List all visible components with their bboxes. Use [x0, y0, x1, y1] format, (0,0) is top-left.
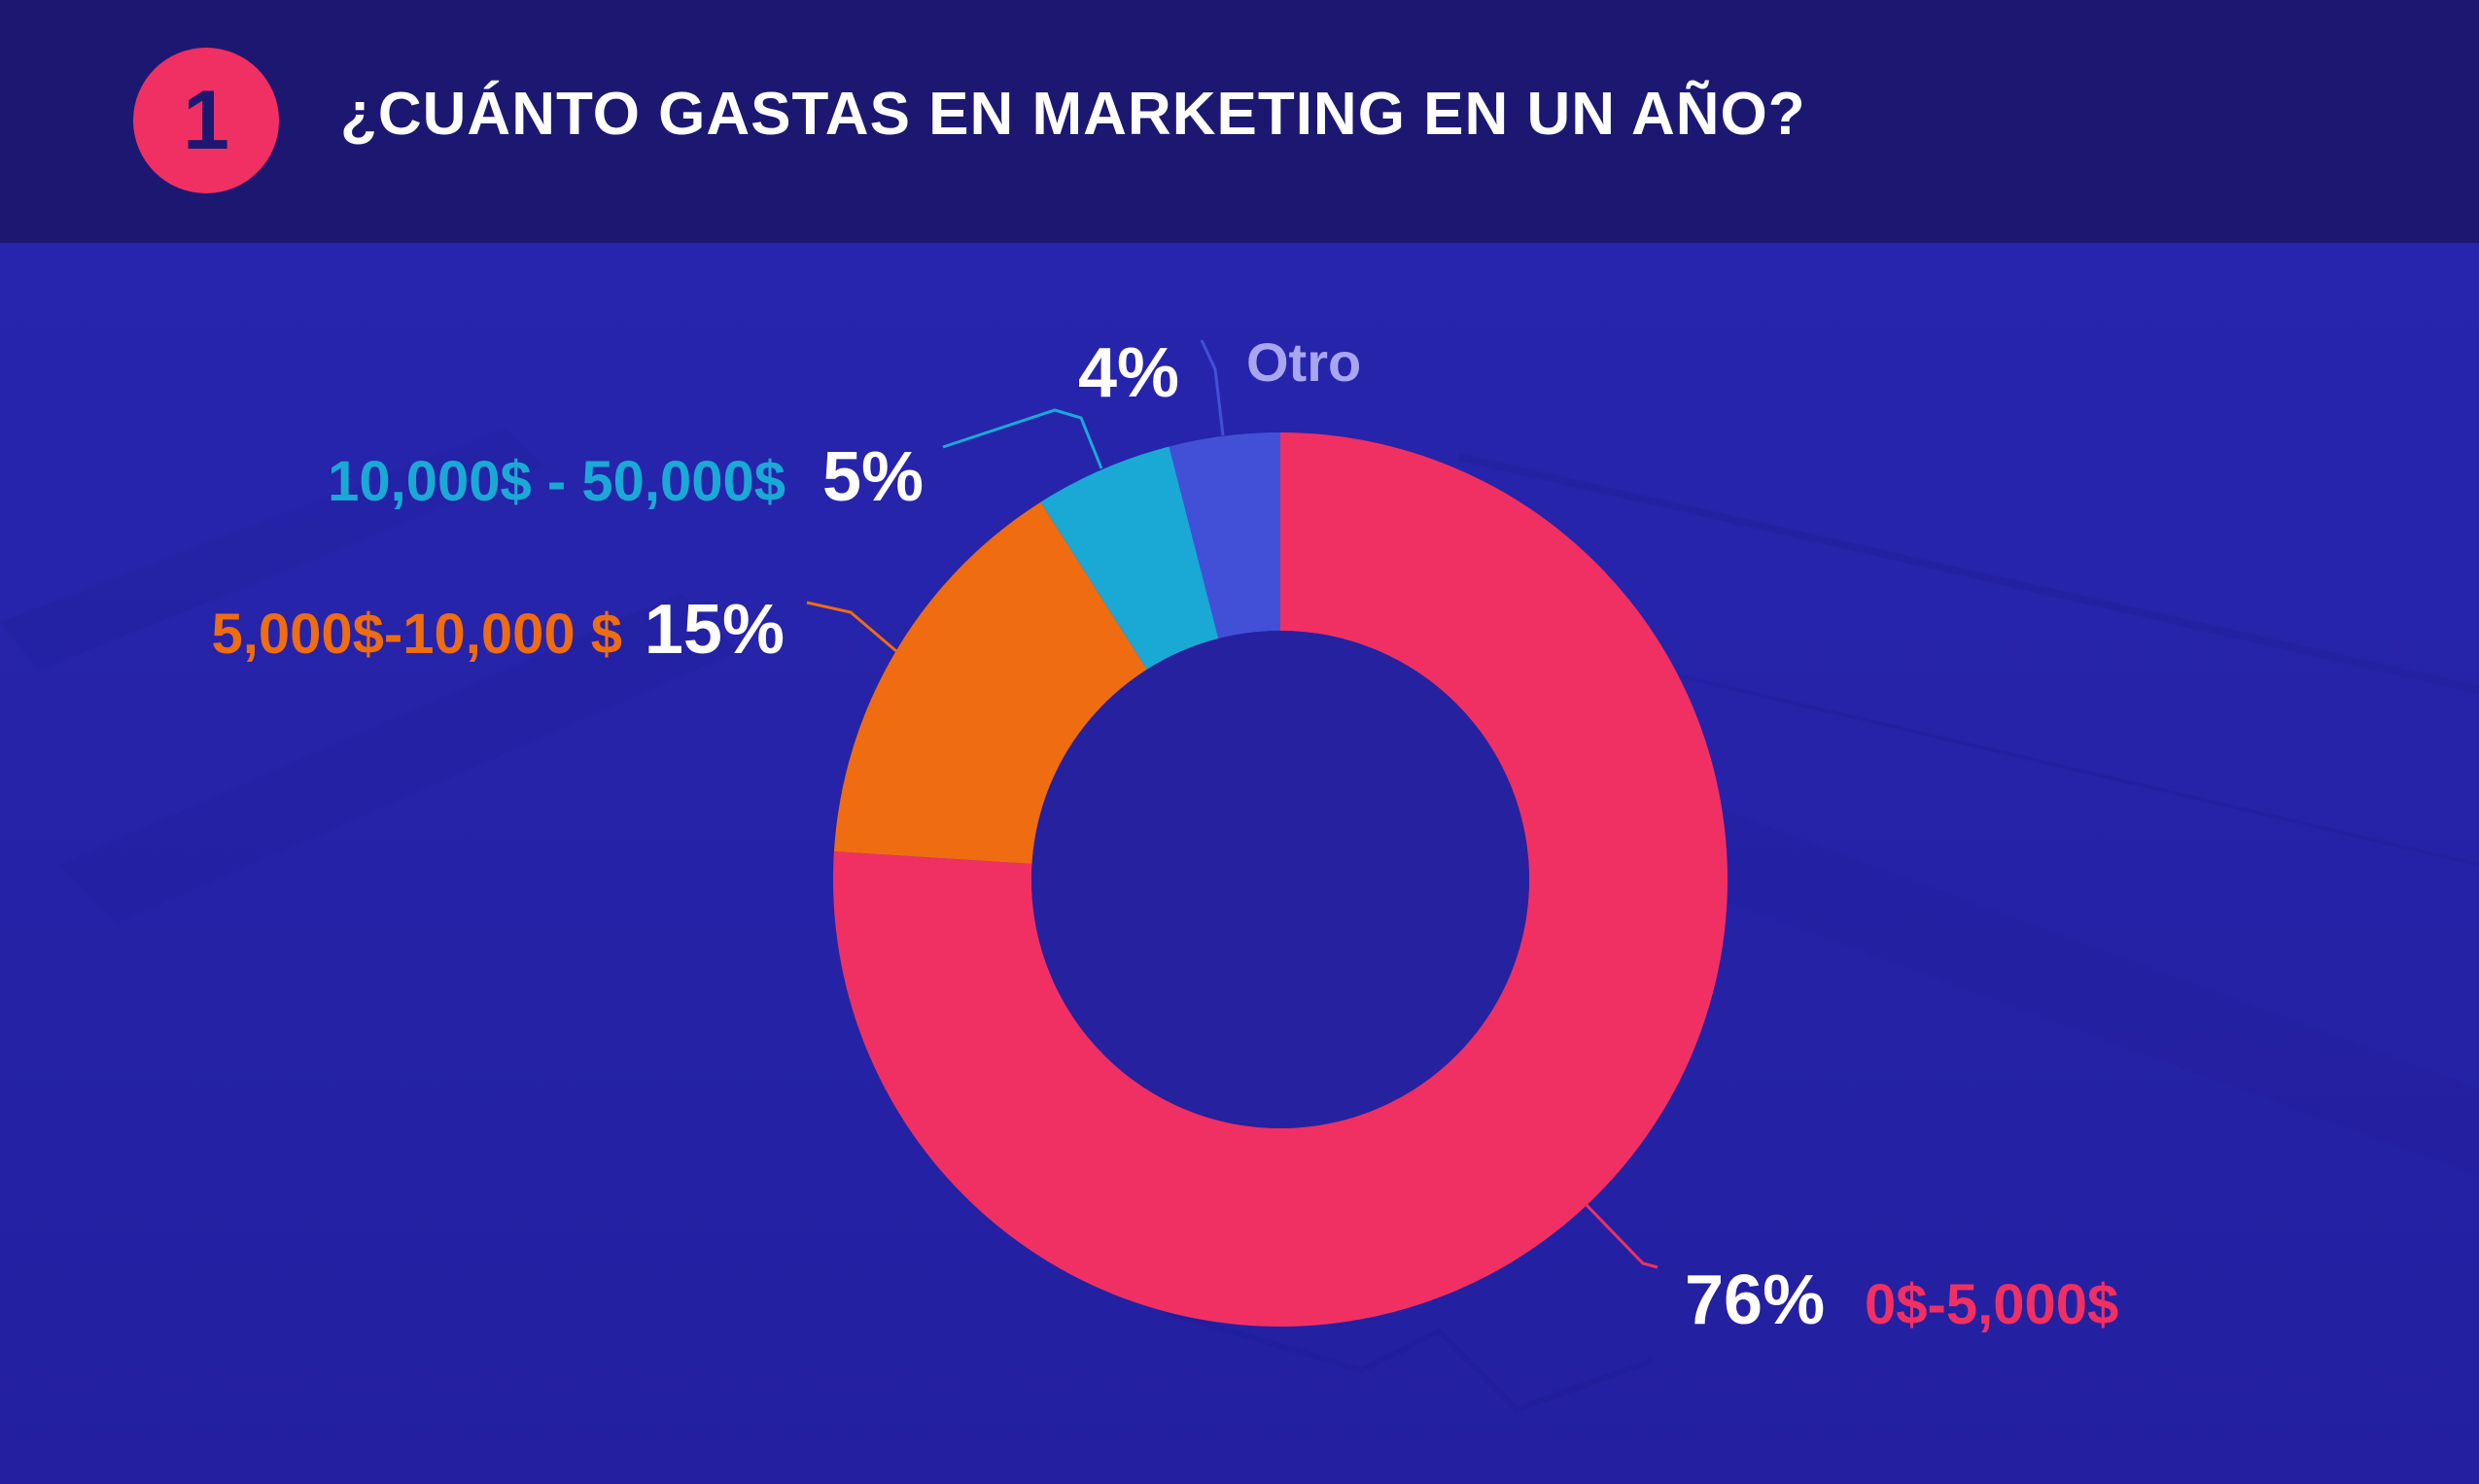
leader-line-1 — [1585, 1203, 1658, 1269]
donut-slice-2 — [833, 501, 1147, 864]
background-decoration — [0, 428, 2479, 1413]
page-title: ¿CUÁNTO GASTAS EN MARKETING EN UN AÑO? — [340, 81, 1806, 148]
slice-category-label-3: 10,000$ - 50,000$ — [328, 450, 786, 513]
leader-line-4 — [1200, 339, 1225, 436]
step-number-badge: 1 — [133, 48, 279, 193]
leader-line-2 — [806, 601, 897, 653]
header-bar: 1 ¿CUÁNTO GASTAS EN MARKETING EN UN AÑO? — [0, 0, 2479, 243]
donut-slice-3 — [1040, 446, 1219, 670]
slice-percent-label-1: 76% — [1685, 1261, 1825, 1339]
leader-line-3 — [942, 408, 1103, 469]
slice-category-label-2: 5,000$-10,000 $ — [212, 603, 622, 666]
donut-slice-1 — [833, 432, 1728, 1327]
slice-percent-label-3: 5% — [822, 438, 924, 516]
donut-slice-4 — [1169, 432, 1280, 639]
donut-hole — [1031, 631, 1529, 1128]
slice-category-label-1: 0$-5,000$ — [1865, 1273, 2118, 1336]
slice-percent-label-2: 15% — [645, 591, 785, 669]
slice-percent-label-4: 4% — [1078, 334, 1179, 412]
slice-category-label-4: Otro — [1246, 331, 1361, 393]
